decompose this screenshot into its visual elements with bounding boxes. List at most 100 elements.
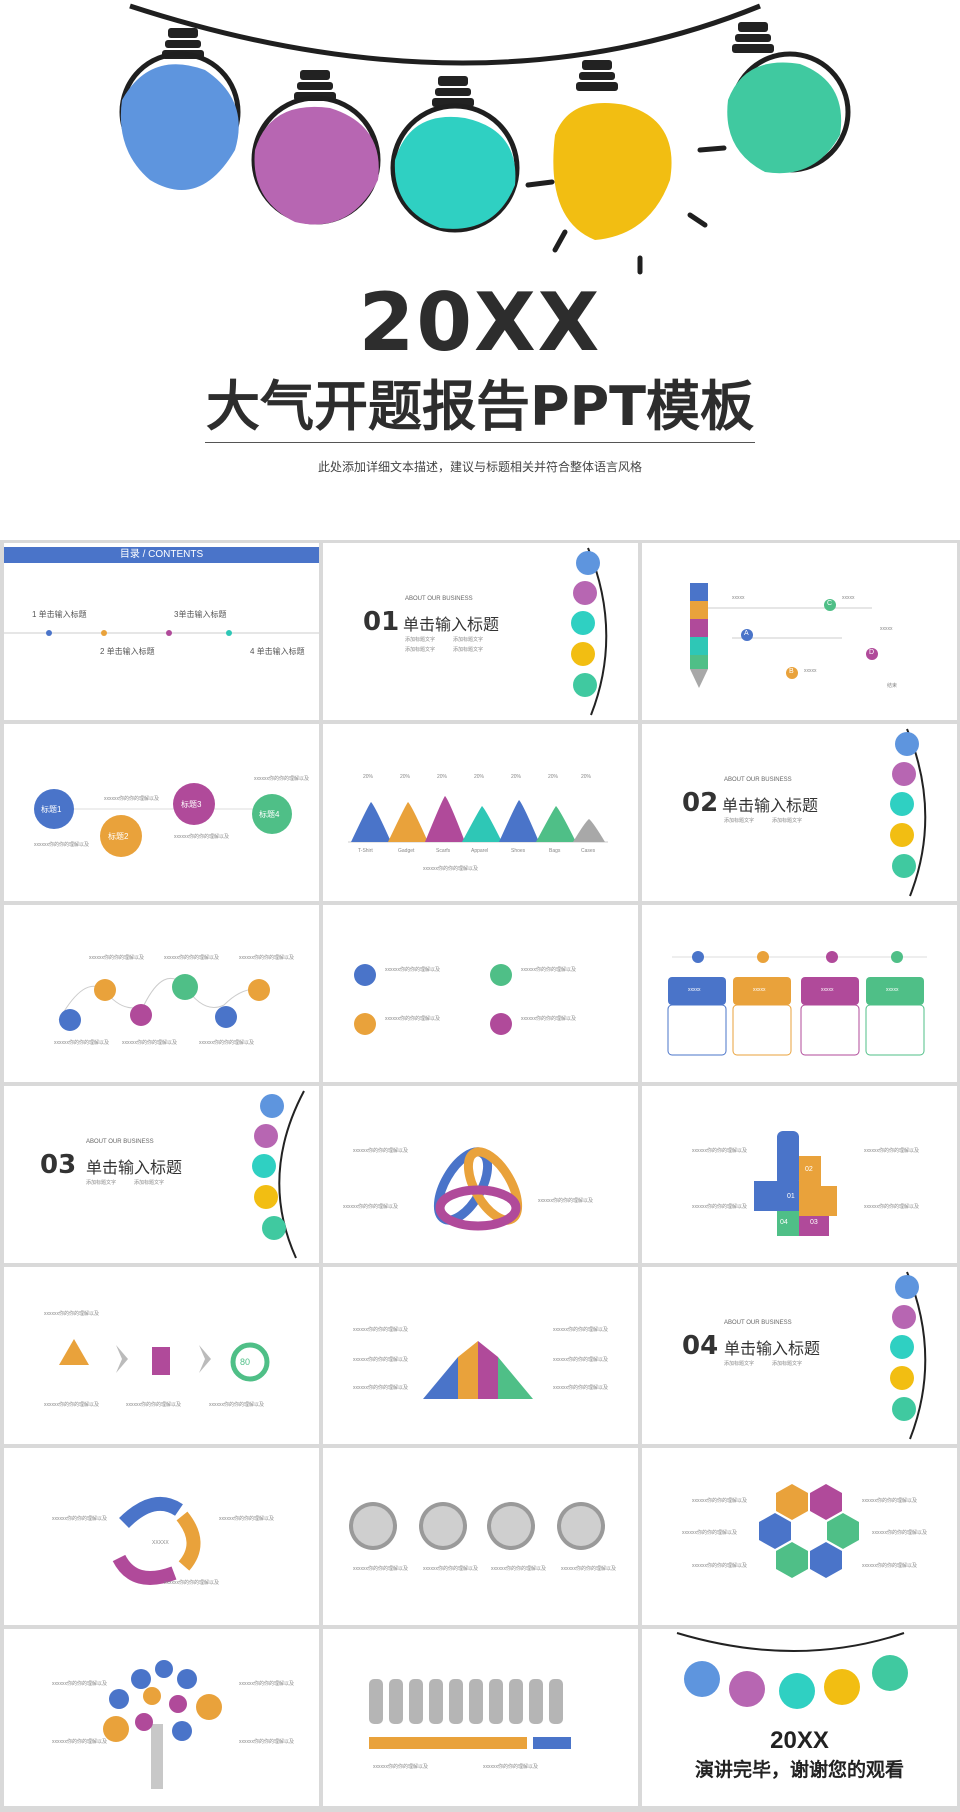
placeholder-text: xxxxxx你的你的理解以及 xyxy=(209,1402,265,1408)
placeholder-text: xxxxxx你的你的理解以及 xyxy=(44,1402,100,1408)
placeholder-text: xxxxxx你的你的理解以及 xyxy=(553,1327,609,1333)
hero-divider xyxy=(205,442,755,443)
section-bullet: 添加标题文字 xyxy=(772,818,803,824)
placeholder-text: xxxxxx你的你的理解以及 xyxy=(692,1498,748,1504)
placeholder-text: xxxxx xyxy=(732,595,745,601)
placeholder-text: xxxxxx你的你的理解以及 xyxy=(483,1764,539,1770)
placeholder-text: xxxxxx你的你的理解以及 xyxy=(521,967,577,973)
slide-thumbnail-closing[interactable]: 20XX 演讲完毕，谢谢您的观看 xyxy=(642,1629,957,1806)
percent-label: 20% xyxy=(511,774,522,780)
placeholder-text: xxxxxx你的你的理解以及 xyxy=(682,1530,738,1536)
percent-label: 20% xyxy=(437,774,448,780)
circle-label: 标题4 xyxy=(259,810,280,819)
slide-thumbnail-people-bars[interactable]: xxxxxx你的你的理解以及 xxxxxx你的你的理解以及 xyxy=(323,1629,638,1806)
slide-thumbnail-hand-puzzle[interactable]: 01 02 03 04 xxxxxx你的你的理解以及 xxxxxx你的你的理解以… xyxy=(642,1086,957,1263)
slide-thumbnail-bell-curve[interactable]: xxxxxx你的你的理解以及 xxxxxx你的你的理解以及 xxxxxx你的你的… xyxy=(323,1267,638,1444)
section-bullet: 添加标题文字 xyxy=(405,647,436,653)
placeholder-text: xxxxxx你的你的理解以及 xyxy=(423,1566,479,1572)
card-title: xxxxx xyxy=(886,987,899,993)
placeholder-text: xxxxx xyxy=(804,668,817,674)
slide-thumbnail-section-03[interactable]: ABOUT OUR BUSINESS 03 单击输入标题 添加标题文字 添加标题… xyxy=(4,1086,319,1263)
placeholder-text: xxxxxx你的你的理解以及 xyxy=(52,1681,108,1687)
slide-thumbnail-process[interactable]: 80 xxxxxx你的你的理解以及 xxxxxx你的你的理解以及 xxxxxx你… xyxy=(4,1267,319,1444)
placeholder-text: xxxxxx你的你的理解以及 xyxy=(239,1739,295,1745)
section-number: 03 xyxy=(40,1150,77,1180)
slide-thumbnail-contents[interactable]: 目录 / CONTENTS 1 单击输入标题 2 单击输入标题 3单击输入标题 … xyxy=(4,543,319,720)
hero-title: 大气开题报告PPT模板 xyxy=(206,375,754,438)
category-label: Shoes xyxy=(511,848,526,854)
section-kicker: ABOUT OUR BUSINESS xyxy=(405,596,473,602)
placeholder-text: xxxxxx你的你的理解以及 xyxy=(199,1040,255,1046)
photo-circles xyxy=(349,1502,605,1550)
puzzle-letter: B xyxy=(789,668,794,675)
slide-thumbnail-cycle[interactable]: XXXXX xxxxxx你的你的理解以及 xxxxxx你的你的理解以及 xxxx… xyxy=(4,1448,319,1625)
toc-item[interactable]: 4 单击输入标题 xyxy=(250,647,305,656)
placeholder-text: xxxxxx你的你的理解以及 xyxy=(52,1516,108,1522)
placeholder-text: xxxxx xyxy=(842,595,855,601)
placeholder-text: xxxxxx你的你的理解以及 xyxy=(254,776,310,782)
section-bullet: 添加标题文字 xyxy=(724,818,755,824)
placeholder-text: xxxxxx你的你的理解以及 xyxy=(353,1327,409,1333)
placeholder-text: xxxxxx你的你的理解以及 xyxy=(553,1385,609,1391)
pencil-puzzle-diagram xyxy=(690,583,878,688)
vertical-bulb-garland xyxy=(890,1271,927,1440)
slide-thumbnail-section-01[interactable]: ABOUT OUR BUSINESS 01 单击输入标题 添加标题文字 添加标题… xyxy=(323,543,638,720)
placeholder-text: xxxxxx你的你的理解以及 xyxy=(164,1580,220,1586)
slide-thumbnail-pencil-puzzle[interactable]: A B C D xxxxx xxxxx xxxxx xxxxx 结束 xyxy=(642,543,957,720)
placeholder-text: xxxxxx你的你的理解以及 xyxy=(864,1204,920,1210)
contents-header: 目录 / CONTENTS xyxy=(4,547,319,563)
section-bullet: 添加标题文字 xyxy=(724,1361,755,1367)
four-icon-grid xyxy=(354,964,512,1035)
green-bulb-icon xyxy=(727,22,851,174)
section-number: 01 xyxy=(363,607,400,637)
section-title: 单击输入标题 xyxy=(724,1341,821,1358)
category-label: Cases xyxy=(581,848,596,854)
cycle-diagram xyxy=(112,1496,201,1585)
slide-thumbnail-section-04[interactable]: ABOUT OUR BUSINESS 04 单击输入标题 添加标题文字 添加标题… xyxy=(642,1267,957,1444)
slide-thumbnail-four-cards[interactable]: xxxxx xxxxx xxxxx xxxxx xyxy=(642,905,957,1082)
placeholder-text: xxxxxx你的你的理解以及 xyxy=(373,1764,429,1770)
slide-thumbnail-four-icons[interactable]: xxxxxx你的你的理解以及 xxxxxx你的你的理解以及 xxxxxx你的你的… xyxy=(323,905,638,1082)
placeholder-text: xxxxxx你的你的理解以及 xyxy=(126,1402,182,1408)
hexagon-diagram xyxy=(759,1484,859,1578)
placeholder-text: xxxxxx你的你的理解以及 xyxy=(353,1566,409,1572)
placeholder-text: xxxxxx你的你的理解以及 xyxy=(89,955,145,961)
slide-thumbnail-tree[interactable]: xxxxxx你的你的理解以及 xxxxxx你的你的理解以及 xxxxxx你的你的… xyxy=(4,1629,319,1806)
hand-puzzle-diagram xyxy=(754,1131,837,1236)
category-label: Scarfs xyxy=(436,848,451,854)
placeholder-text: xxxxxx你的你的理解以及 xyxy=(553,1357,609,1363)
placeholder-text: xxxxxx你的你的理解以及 xyxy=(385,1016,441,1022)
slide-thumbnail-photo-circles[interactable]: xxxxxx你的你的理解以及 xxxxxx你的你的理解以及 xxxxxx你的你的… xyxy=(323,1448,638,1625)
placeholder-text: xxxxxx你的你的理解以及 xyxy=(44,1311,100,1317)
teal-bulb-icon xyxy=(390,76,520,233)
placeholder-text: xxxxxx你的你的理解以及 xyxy=(239,955,295,961)
section-bullet: 添加标题文字 xyxy=(772,1361,803,1367)
puzzle-letter: D xyxy=(869,649,875,656)
toc-item[interactable]: 1 单击输入标题 xyxy=(32,610,87,619)
section-number: 04 xyxy=(682,1331,719,1361)
slide-thumbnail-knot[interactable]: xxxxxx你的你的理解以及 xxxxxx你的你的理解以及 xxxxxx你的你的… xyxy=(323,1086,638,1263)
placeholder-text: xxxxxx你的你的理解以及 xyxy=(491,1566,547,1572)
section-kicker: ABOUT OUR BUSINESS xyxy=(724,777,792,783)
slide-thumbnail-wave-icons[interactable]: xxxxxx你的你的理解以及 xxxxxx你的你的理解以及 xxxxxx你的你的… xyxy=(4,905,319,1082)
slide-thumbnail-section-02[interactable]: ABOUT OUR BUSINESS 02 单击输入标题 添加标题文字 添加标题… xyxy=(642,724,957,901)
bell-curve-chart xyxy=(423,1341,533,1399)
slide-thumbnail-circles[interactable]: 标题1 标题2 标题3 标题4 xxxxxx你的你的理解以及 xxxxxx你的你… xyxy=(4,724,319,901)
toc-item[interactable]: 3单击输入标题 xyxy=(174,610,227,619)
placeholder-text: xxxxxx你的你的理解以及 xyxy=(538,1198,594,1204)
section-title: 单击输入标题 xyxy=(403,617,500,634)
slide-thumbnail-mountain-chart[interactable]: 20% 20% 20% 20% 20% 20% 20% T-Shirt Gadg… xyxy=(323,724,638,901)
section-title: 单击输入标题 xyxy=(722,798,819,815)
category-label: T-Shirt xyxy=(358,848,373,854)
placeholder-text: xxxxxx你的你的理解以及 xyxy=(862,1498,918,1504)
section-title: 单击输入标题 xyxy=(86,1160,183,1177)
title-slide[interactable]: 20XX 大气开题报告PPT模板 此处添加详细文本描述，建议与标题相关并符合整体… xyxy=(0,0,960,540)
cycle-center-label: XXXXX xyxy=(152,1540,169,1546)
card-title: xxxxx xyxy=(753,987,766,993)
slide-thumbnail-hexagons[interactable]: xxxxxx你的你的理解以及 xxxxxx你的你的理解以及 xxxxxx你的你的… xyxy=(642,1448,957,1625)
placeholder-text: xxxxx xyxy=(880,626,893,632)
toc-item[interactable]: 2 单击输入标题 xyxy=(100,647,155,656)
tree-diagram xyxy=(103,1660,222,1789)
puzzle-letter: A xyxy=(744,630,749,637)
section-bullet: 添加标题文字 xyxy=(453,647,484,653)
